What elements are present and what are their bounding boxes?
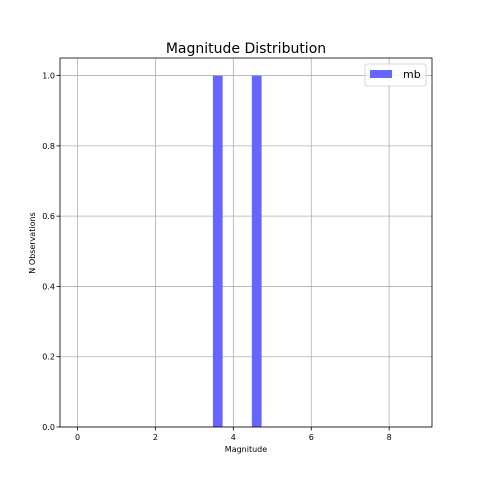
- bar: [212, 75, 223, 428]
- ticks: 0 2 4 6 8 0.0 0.2 0.4 0.6 0.8 1.0: [42, 72, 391, 442]
- legend-box: [364, 63, 427, 87]
- x-tick-label: 0: [75, 433, 80, 442]
- x-tick-label: 8: [387, 433, 392, 442]
- bars: [212, 75, 262, 428]
- bar: [251, 75, 262, 428]
- y-tick-label: 0.4: [42, 282, 55, 291]
- x-tick-label: 2: [153, 433, 158, 442]
- legend-label: mb: [403, 68, 421, 81]
- x-tick-label: 6: [309, 433, 314, 442]
- x-tick-label: 4: [231, 433, 236, 442]
- y-axis-label: N Observations: [28, 212, 37, 273]
- x-axis-label: Magnitude: [225, 445, 267, 454]
- y-tick-label: 0.2: [42, 353, 55, 362]
- y-tick-label: 0.0: [42, 423, 55, 432]
- legend: mb: [364, 63, 427, 87]
- legend-swatch: [370, 70, 392, 78]
- y-tick-label: 1.0: [42, 72, 55, 81]
- y-tick-label: 0.8: [42, 142, 55, 151]
- y-tick-label: 0.6: [42, 212, 55, 221]
- chart-title: Magnitude Distribution: [166, 41, 326, 57]
- grid: [60, 58, 432, 428]
- plot-frame: [59, 57, 433, 428]
